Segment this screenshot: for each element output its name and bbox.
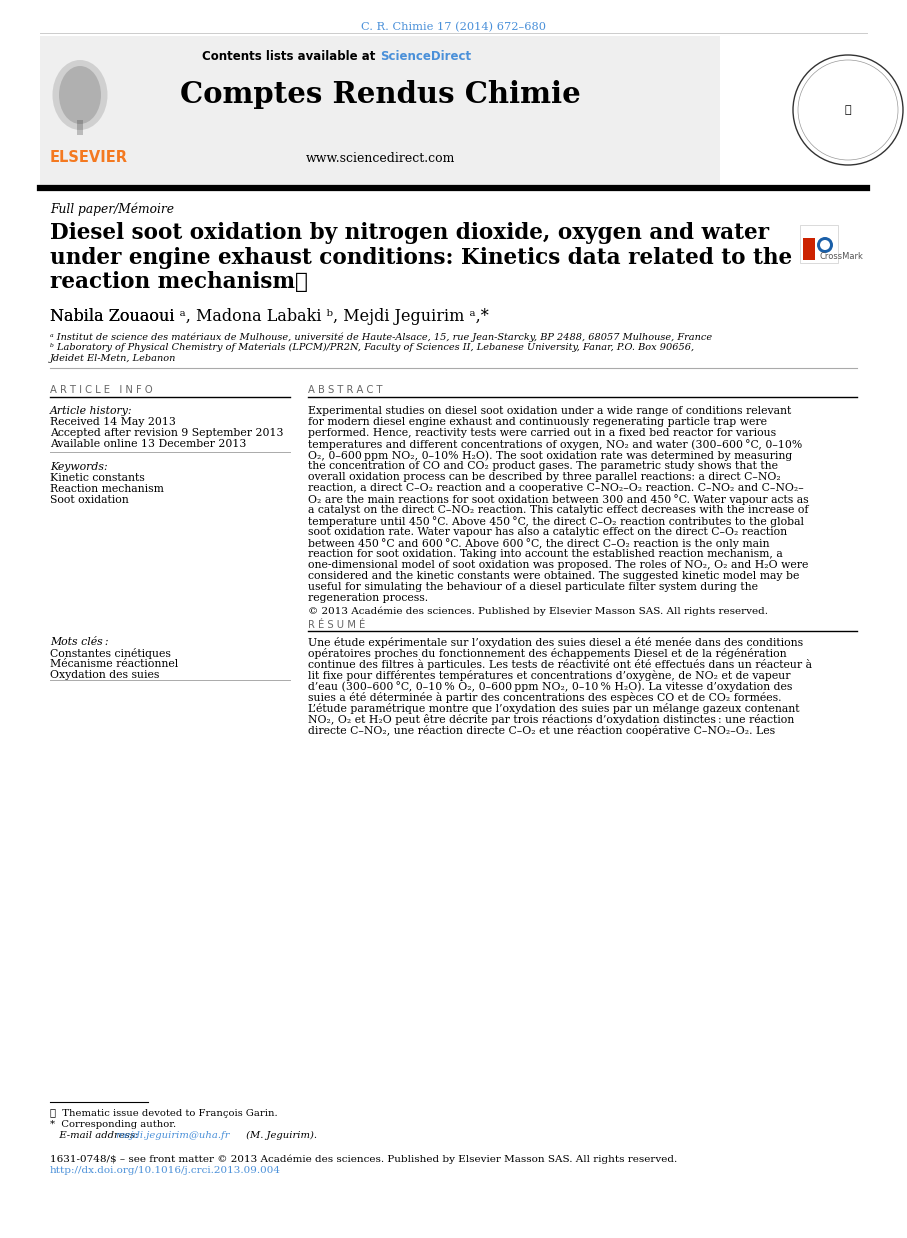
- Text: CrossMark: CrossMark: [819, 253, 863, 261]
- Text: Nabila Zouaoui ᵃ, Madona Labaki ᵇ, Mejdi Jeguirim ᵃ,*: Nabila Zouaoui ᵃ, Madona Labaki ᵇ, Mejdi…: [50, 308, 489, 326]
- Text: www.sciencedirect.com: www.sciencedirect.com: [306, 152, 454, 165]
- Text: 1631-0748/$ – see front matter © 2013 Académie des sciences. Published by Elsevi: 1631-0748/$ – see front matter © 2013 Ac…: [50, 1154, 678, 1164]
- Circle shape: [817, 236, 833, 253]
- Text: for modern diesel engine exhaust and continuously regenerating particle trap wer: for modern diesel engine exhaust and con…: [308, 417, 767, 427]
- Text: performed. Hence, reactivity tests were carried out in a fixed bed reactor for v: performed. Hence, reactivity tests were …: [308, 428, 776, 438]
- Text: opératoires proches du fonctionnement des échappements Diesel et de la régénérat: opératoires proches du fonctionnement de…: [308, 647, 786, 659]
- Text: reaction mechanism⋆: reaction mechanism⋆: [50, 271, 307, 293]
- Text: Mots clés :: Mots clés :: [50, 638, 109, 647]
- Text: a catalyst on the direct C–NO₂ reaction. This catalytic effect decreases with th: a catalyst on the direct C–NO₂ reaction.…: [308, 505, 808, 515]
- Text: Keywords:: Keywords:: [50, 462, 108, 472]
- Text: L’étude paramétrique montre que l’oxydation des suies par un mélange gazeux cont: L’étude paramétrique montre que l’oxydat…: [308, 703, 799, 714]
- Text: suies a été déterminée à partir des concentrations des espèces CO et de CO₂ form: suies a été déterminée à partir des conc…: [308, 692, 782, 703]
- Text: Kinetic constants: Kinetic constants: [50, 473, 145, 483]
- Bar: [77, 120, 83, 135]
- Text: reaction, a direct C–O₂ reaction and a cooperative C–NO₂–O₂ reaction. C–NO₂ and : reaction, a direct C–O₂ reaction and a c…: [308, 483, 804, 493]
- Circle shape: [820, 240, 830, 250]
- Text: © 2013 Académie des sciences. Published by Elsevier Masson SAS. All rights reser: © 2013 Académie des sciences. Published …: [308, 605, 768, 615]
- Text: between 450 °C and 600 °C. Above 600 °C, the direct C–O₂ reaction is the only ma: between 450 °C and 600 °C. Above 600 °C,…: [308, 539, 769, 548]
- Text: Accepted after revision 9 September 2013: Accepted after revision 9 September 2013: [50, 428, 284, 438]
- Text: Full paper/Mémoire: Full paper/Mémoire: [50, 202, 174, 215]
- Text: under engine exhaust conditions: Kinetics data related to the: under engine exhaust conditions: Kinetic…: [50, 248, 792, 269]
- Text: *  Corresponding author.: * Corresponding author.: [50, 1120, 176, 1129]
- Text: NO₂, O₂ et H₂O peut être décrite par trois réactions d’oxydation distinctes : un: NO₂, O₂ et H₂O peut être décrite par tro…: [308, 714, 795, 725]
- Text: ⋆  Thematic issue devoted to François Garin.: ⋆ Thematic issue devoted to François Gar…: [50, 1109, 278, 1118]
- Text: 🔵: 🔵: [844, 105, 852, 115]
- Text: ᵇ Laboratory of Physical Chemistry of Materials (LPCM)/PR2N, Faculty of Sciences: ᵇ Laboratory of Physical Chemistry of Ma…: [50, 343, 694, 352]
- Text: temperatures and different concentrations of oxygen, NO₂ and water (300–600 °C, : temperatures and different concentration…: [308, 439, 803, 449]
- Text: Une étude expérimentale sur l’oxydation des suies diesel a été menée dans des co: Une étude expérimentale sur l’oxydation …: [308, 638, 803, 647]
- Bar: [800, 225, 838, 262]
- Text: (M. Jeguirim).: (M. Jeguirim).: [243, 1132, 317, 1140]
- Text: Soot oxidation: Soot oxidation: [50, 495, 129, 505]
- Text: ScienceDirect: ScienceDirect: [380, 50, 471, 63]
- Text: Received 14 May 2013: Received 14 May 2013: [50, 417, 176, 427]
- Text: ELSEVIER: ELSEVIER: [50, 150, 128, 165]
- Circle shape: [793, 54, 903, 165]
- Text: Mécanisme réactionnel: Mécanisme réactionnel: [50, 659, 179, 669]
- Text: Article history:: Article history:: [50, 406, 132, 416]
- Text: considered and the kinetic constants were obtained. The suggested kinetic model : considered and the kinetic constants wer…: [308, 571, 799, 581]
- Text: useful for simulating the behaviour of a diesel particulate filter system during: useful for simulating the behaviour of a…: [308, 582, 758, 592]
- Text: Available online 13 December 2013: Available online 13 December 2013: [50, 439, 247, 449]
- Text: http://dx.doi.org/10.1016/j.crci.2013.09.004: http://dx.doi.org/10.1016/j.crci.2013.09…: [50, 1166, 281, 1175]
- Text: Constantes cinétiques: Constantes cinétiques: [50, 647, 171, 659]
- Bar: [803, 238, 815, 260]
- Ellipse shape: [53, 59, 108, 130]
- Text: Comptes Rendus Chimie: Comptes Rendus Chimie: [180, 80, 580, 109]
- Text: E-mail address:: E-mail address:: [50, 1132, 141, 1140]
- Text: mejdi.jeguirim@uha.fr: mejdi.jeguirim@uha.fr: [115, 1132, 229, 1140]
- Text: A B S T R A C T: A B S T R A C T: [308, 385, 383, 395]
- Text: Experimental studies on diesel soot oxidation under a wide range of conditions r: Experimental studies on diesel soot oxid…: [308, 406, 791, 416]
- Text: R É S U M É: R É S U M É: [308, 620, 366, 630]
- Text: C. R. Chimie 17 (2014) 672–680: C. R. Chimie 17 (2014) 672–680: [361, 22, 546, 32]
- Text: O₂, 0–600 ppm NO₂, 0–10% H₂O). The soot oxidation rate was determined by measuri: O₂, 0–600 ppm NO₂, 0–10% H₂O). The soot …: [308, 449, 792, 461]
- Bar: [40, 36, 720, 186]
- Text: Reaction mechanism: Reaction mechanism: [50, 484, 164, 494]
- Text: lit fixe pour différentes températures et concentrations d’oxygène, de NO₂ et de: lit fixe pour différentes températures e…: [308, 670, 791, 681]
- Ellipse shape: [59, 66, 101, 124]
- Text: Nabila Zouaoui: Nabila Zouaoui: [50, 308, 180, 326]
- Text: reaction for soot oxidation. Taking into account the established reaction mechan: reaction for soot oxidation. Taking into…: [308, 548, 783, 560]
- Text: ᵃ Institut de science des matériaux de Mulhouse, université de Haute-Alsace, 15,: ᵃ Institut de science des matériaux de M…: [50, 332, 712, 342]
- Text: Contents lists available at: Contents lists available at: [202, 50, 380, 63]
- Text: overall oxidation process can be described by three parallel reactions: a direct: overall oxidation process can be describ…: [308, 472, 781, 482]
- Text: Oxydation des suies: Oxydation des suies: [50, 670, 160, 680]
- Text: O₂ are the main reactions for soot oxidation between 300 and 450 °C. Water vapou: O₂ are the main reactions for soot oxida…: [308, 494, 809, 505]
- Text: directe C–NO₂, une réaction directe C–O₂ et une réaction coopérative C–NO₂–O₂. L: directe C–NO₂, une réaction directe C–O₂…: [308, 725, 775, 737]
- Text: d’eau (300–600 °C, 0–10 % O₂, 0–600 ppm NO₂, 0–10 % H₂O). La vitesse d’oxydation: d’eau (300–600 °C, 0–10 % O₂, 0–600 ppm …: [308, 681, 793, 692]
- Text: A R T I C L E   I N F O: A R T I C L E I N F O: [50, 385, 152, 395]
- Text: regeneration process.: regeneration process.: [308, 593, 428, 603]
- Text: temperature until 450 °C. Above 450 °C, the direct C–O₂ reaction contributes to : temperature until 450 °C. Above 450 °C, …: [308, 516, 804, 527]
- Text: one-dimensional model of soot oxidation was proposed. The roles of NO₂, O₂ and H: one-dimensional model of soot oxidation …: [308, 560, 808, 569]
- Text: the concentration of CO and CO₂ product gases. The parametric study shows that t: the concentration of CO and CO₂ product …: [308, 461, 778, 470]
- Text: continue des filtres à particules. Les tests de réactivité ont été effectués dan: continue des filtres à particules. Les t…: [308, 659, 812, 670]
- Text: Diesel soot oxidation by nitrogen dioxide, oxygen and water: Diesel soot oxidation by nitrogen dioxid…: [50, 222, 769, 244]
- Text: soot oxidation rate. Water vapour has also a catalytic effect on the direct C–O₂: soot oxidation rate. Water vapour has al…: [308, 527, 787, 537]
- Polygon shape: [803, 232, 815, 238]
- Text: Jdeidet El-Metn, Lebanon: Jdeidet El-Metn, Lebanon: [50, 354, 176, 363]
